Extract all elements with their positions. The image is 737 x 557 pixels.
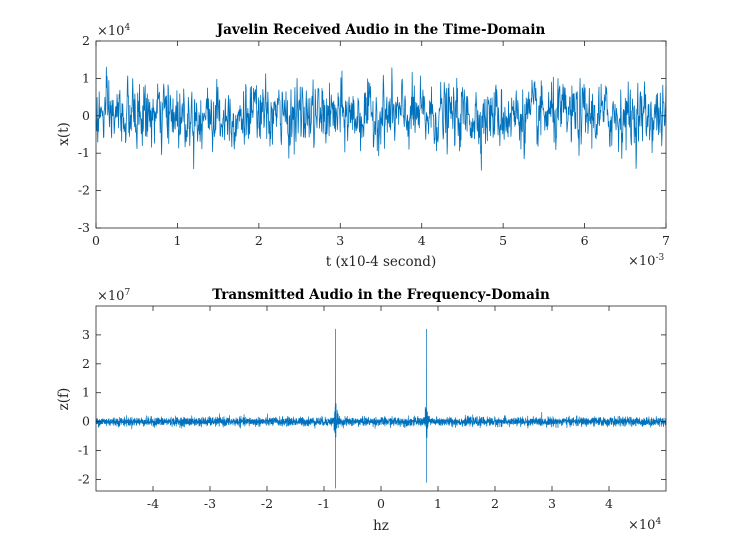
time-domain-axes-box <box>95 40 667 229</box>
time-domain-y-tick-label: 1 <box>82 70 90 85</box>
frequency-domain-y-tick-label: 1 <box>82 385 90 400</box>
frequency-domain-x-tick-label: 3 <box>548 496 556 511</box>
time-domain-x-tick-label: 2 <box>255 233 263 248</box>
time-domain-x-exponent: ×10-3 <box>628 253 664 269</box>
frequency-domain-x-tick-label: 1 <box>434 496 442 511</box>
time-domain-y-axis-label: x(t) <box>56 122 72 146</box>
time-domain-x-tick-label: 1 <box>173 233 181 248</box>
time-domain-x-ticks: 0 1 2 3 4 5 6 7 <box>92 41 670 248</box>
frequency-domain-y-ticks: -2 -1 0 1 2 3 <box>78 327 666 486</box>
time-domain-x-tick-label: 3 <box>336 233 344 248</box>
frequency-domain-x-tick-label: -1 <box>318 496 330 511</box>
frequency-domain-x-tick-label: 2 <box>491 496 499 511</box>
time-domain-x-tick-label: 5 <box>499 233 507 248</box>
frequency-domain-y-tick-label: -1 <box>78 443 90 458</box>
time-domain-x-axis-label: t (x10-4 second) <box>326 254 436 270</box>
time-domain-y-tick-label: 0 <box>82 108 90 123</box>
frequency-domain-x-exponent: ×104 <box>628 517 661 533</box>
frequency-domain-plot-area <box>96 306 666 491</box>
frequency-domain-y-tick-label: -2 <box>78 471 90 486</box>
frequency-domain-y-exponent: ×107 <box>97 288 130 304</box>
frequency-domain-y-tick-label: 2 <box>82 356 90 371</box>
frequency-domain-y-axis-label: z(f) <box>56 388 72 411</box>
frequency-domain-x-tick-label: -4 <box>147 496 159 511</box>
time-domain-series-line <box>95 66 667 171</box>
time-domain-series <box>95 66 667 171</box>
time-domain-x-tick-label: 4 <box>418 233 426 248</box>
frequency-domain-x-tick-label: 0 <box>377 496 385 511</box>
frequency-domain-y-tick-label: 0 <box>82 414 90 429</box>
time-domain-y-exponent: ×104 <box>97 23 130 39</box>
frequency-domain-axes: -4 -3 -2 -1 0 1 2 3 4 -2 -1 0 1 2 3 Transmitted Audio… <box>56 287 667 534</box>
time-domain-x-tick-label: 6 <box>581 233 589 248</box>
frequency-domain-x-tick-label: -2 <box>261 496 273 511</box>
time-domain-title: Javelin Received Audio in the Time-Domai… <box>216 22 546 38</box>
time-domain-y-tick-label: 2 <box>82 33 90 48</box>
time-domain-x-tick-label: 7 <box>662 233 670 248</box>
frequency-domain-series-line <box>95 328 667 489</box>
frequency-domain-x-tick-label: -3 <box>204 496 216 511</box>
frequency-domain-series <box>95 328 667 489</box>
time-domain-y-tick-label: -3 <box>78 220 90 235</box>
frequency-domain-x-ticks: -4 -3 -2 -1 0 1 2 3 4 <box>147 306 613 511</box>
frequency-domain-title: Transmitted Audio in the Frequency-Domai… <box>212 287 550 303</box>
time-domain-x-tick-label: 0 <box>92 233 100 248</box>
time-domain-y-tick-label: -2 <box>78 183 90 198</box>
time-domain-y-tick-label: -1 <box>78 145 90 160</box>
frequency-domain-x-axis-label: hz <box>373 518 389 534</box>
time-domain-axes: 0 1 2 3 4 5 6 7 -3 -2 -1 0 1 2 Javelin Received Audi… <box>56 22 670 270</box>
frequency-domain-x-tick-label: 4 <box>605 496 613 511</box>
frequency-domain-y-tick-label: 3 <box>82 327 90 342</box>
time-domain-y-ticks: -3 -2 -1 0 1 2 <box>78 33 666 235</box>
